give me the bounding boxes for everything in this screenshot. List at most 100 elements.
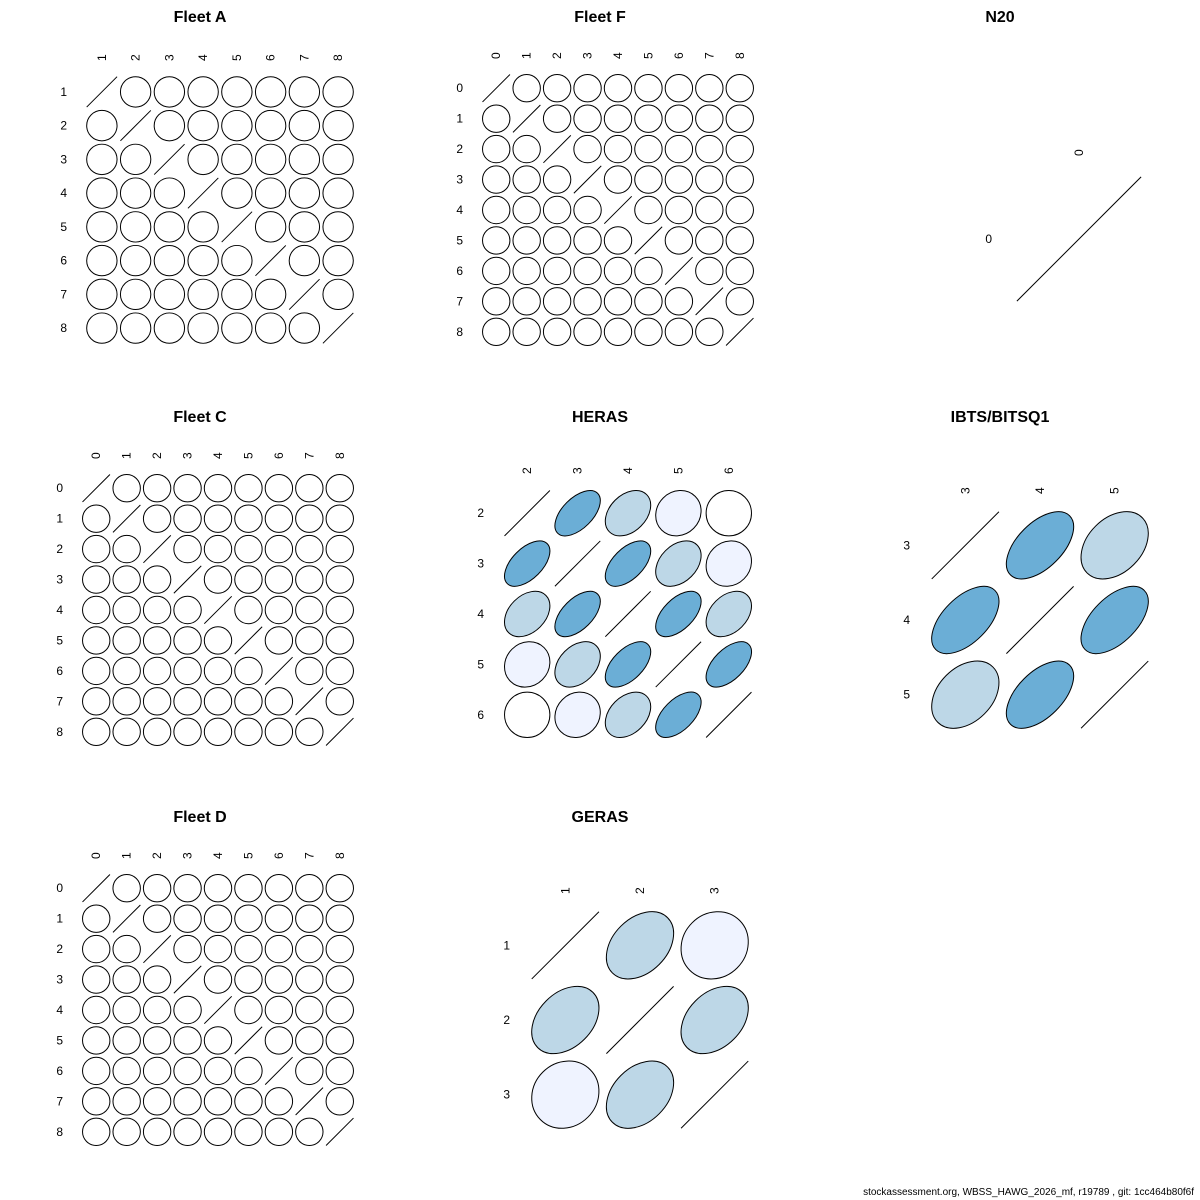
correlation-ellipse xyxy=(603,287,633,316)
correlation-ellipse xyxy=(221,177,253,209)
correlation-ellipse xyxy=(112,1087,141,1116)
correlation-ellipse xyxy=(931,660,1000,729)
correlation-ellipse xyxy=(542,104,572,133)
diagonal-mark xyxy=(295,687,324,716)
diagonal-mark xyxy=(931,511,1000,580)
correlation-ellipse xyxy=(542,287,572,316)
diagonal-mark xyxy=(655,641,702,688)
correlation-ellipse xyxy=(234,474,263,503)
correlation-ellipse xyxy=(142,995,172,1025)
row-tick-label: 7 xyxy=(56,1094,63,1108)
row-tick-label: 0 xyxy=(56,481,63,495)
correlation-ellipse xyxy=(725,287,754,316)
panel-title: Fleet C xyxy=(173,409,227,426)
column-tick-label: 2 xyxy=(150,852,164,859)
correlation-ellipse xyxy=(86,278,118,311)
column-tick-label: 8 xyxy=(331,54,345,61)
correlation-ellipse xyxy=(264,504,294,533)
correlation-ellipse xyxy=(173,995,202,1025)
correlation-ellipse xyxy=(295,1056,324,1086)
correlation-ellipse xyxy=(542,226,572,255)
correlation-ellipse xyxy=(173,687,202,716)
correlation-ellipse xyxy=(695,165,724,194)
row-tick-label: 1 xyxy=(503,938,510,952)
correlation-ellipse xyxy=(295,965,324,994)
panel-title: Fleet D xyxy=(173,809,226,826)
correlation-ellipse xyxy=(634,195,663,225)
panel-title: Fleet A xyxy=(174,9,227,26)
correlation-ellipse xyxy=(187,211,219,243)
correlation-ellipse xyxy=(295,904,324,933)
column-tick-label: 3 xyxy=(181,852,195,859)
correlation-ellipse xyxy=(234,934,263,964)
correlation-ellipse xyxy=(725,256,754,286)
correlation-ellipse xyxy=(695,317,724,346)
correlation-ellipse xyxy=(573,134,602,164)
correlation-ellipse xyxy=(173,1056,202,1086)
correlation-ellipse xyxy=(542,317,572,346)
correlation-ellipse xyxy=(82,687,111,716)
correlation-ellipse xyxy=(112,1056,141,1086)
correlation-ellipse xyxy=(221,278,253,311)
column-tick-label: 1 xyxy=(120,452,134,459)
correlation-ellipse xyxy=(254,177,287,209)
panel-heras: HERAS 2 3 4 5 6 2 3 4 5 6 xyxy=(477,409,752,738)
diagonal-mark xyxy=(203,995,233,1025)
correlation-ellipse xyxy=(542,165,572,194)
correlation-ellipse xyxy=(603,134,633,164)
correlation-ellipse xyxy=(221,109,253,142)
diagonal-mark xyxy=(1016,176,1142,302)
correlation-ellipse xyxy=(325,626,354,655)
correlation-ellipse xyxy=(264,874,294,903)
correlation-ellipse xyxy=(705,540,752,587)
correlation-ellipse xyxy=(203,934,233,964)
correlation-ellipse xyxy=(554,590,601,638)
correlation-ellipse xyxy=(82,656,111,686)
correlation-ellipse xyxy=(295,504,324,533)
correlation-ellipse xyxy=(264,904,294,933)
row-tick-label: 3 xyxy=(56,573,63,587)
row-tick-label: 1 xyxy=(60,85,67,99)
correlation-ellipse xyxy=(82,1056,111,1086)
correlation-ellipse xyxy=(254,143,287,176)
correlation-ellipse xyxy=(512,165,541,194)
correlation-ellipse xyxy=(325,595,354,625)
correlation-ellipse xyxy=(112,965,141,994)
row-tick-label: 5 xyxy=(456,233,463,247)
column-tick-label: 8 xyxy=(733,52,747,59)
correlation-ellipse xyxy=(295,1117,324,1146)
column-tick-label: 8 xyxy=(333,852,347,859)
correlation-ellipse xyxy=(605,911,675,980)
correlation-ellipse xyxy=(86,143,118,176)
diagonal-mark xyxy=(482,74,511,103)
correlation-ellipse xyxy=(264,534,294,564)
correlation-ellipse xyxy=(153,109,186,142)
correlation-ellipse xyxy=(187,278,219,311)
diagonal-mark xyxy=(554,540,601,587)
correlation-ellipse xyxy=(554,691,601,738)
row-tick-label: 0 xyxy=(456,81,463,95)
diagonal-mark xyxy=(606,986,674,1054)
row-tick-label: 2 xyxy=(477,506,484,520)
column-tick-label: 1 xyxy=(95,54,109,61)
diagonal-mark xyxy=(153,143,185,175)
correlation-ellipse xyxy=(725,104,754,133)
correlation-ellipse xyxy=(203,904,233,933)
correlation-ellipse xyxy=(288,109,321,142)
correlation-ellipse xyxy=(142,1117,172,1146)
correlation-ellipse xyxy=(112,565,141,594)
panel-title: HERAS xyxy=(572,409,628,426)
correlation-ellipse xyxy=(295,874,324,903)
diagonal-mark xyxy=(173,965,202,994)
correlation-ellipse xyxy=(725,165,754,194)
panel-geras: GERAS 1 2 3 1 2 3 xyxy=(503,809,749,1129)
column-tick-label: 6 xyxy=(272,452,286,459)
correlation-ellipse xyxy=(173,474,202,503)
correlation-ellipse xyxy=(573,195,602,225)
correlation-ellipse xyxy=(221,143,253,176)
diagonal-mark xyxy=(112,904,141,933)
column-tick-label: 3 xyxy=(708,887,722,894)
diagonal-mark xyxy=(705,691,752,738)
correlation-ellipse xyxy=(112,1026,141,1055)
correlation-ellipse xyxy=(504,691,551,738)
